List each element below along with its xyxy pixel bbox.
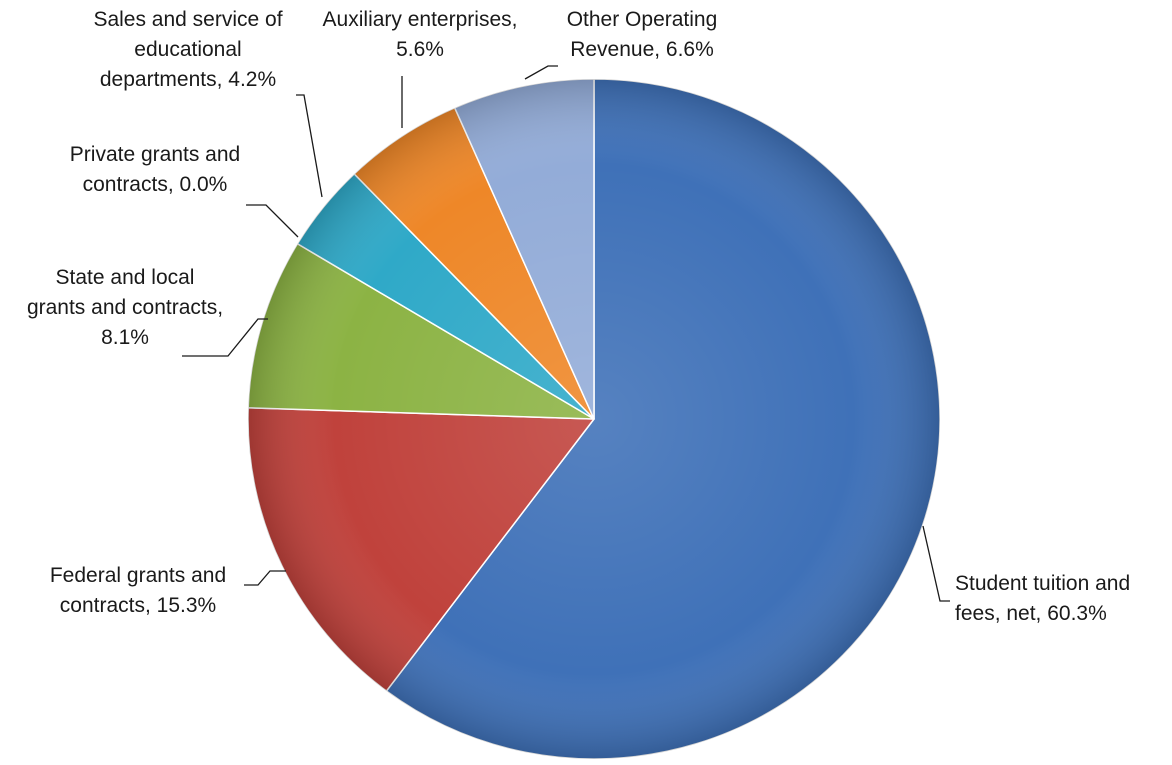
data-label-line: Auxiliary enterprises,	[323, 8, 518, 31]
data-label-line: contracts, 15.3%	[60, 594, 216, 617]
pie-slices	[247, 78, 941, 760]
slice-labels: Student tuition and fees, net, 60.3% Feder…	[27, 8, 1130, 625]
data-label-federal-grants-and-contracts: Federal grants and contracts, 15.3%	[50, 564, 226, 617]
leader-line-federal-grants-and-contracts	[244, 570, 286, 586]
data-label-line: educational	[134, 38, 241, 61]
leader-line-student-tuition-and-fees-net	[922, 525, 950, 602]
data-label-line: grants and contracts,	[27, 296, 223, 319]
data-label-student-tuition-and-fees-net: Student tuition and fees, net, 60.3%	[955, 572, 1130, 625]
leader-line-sales-and-service-of-educational-departments	[296, 94, 323, 198]
data-label-private-grants-and-contracts: Private grants and contracts, 0.0%	[70, 143, 240, 196]
data-label-line: departments, 4.2%	[100, 68, 276, 91]
data-label-line: fees, net, 60.3%	[955, 602, 1107, 625]
data-label-auxiliary-enterprises: Auxiliary enterprises, 5.6%	[323, 8, 518, 61]
data-label-line: 5.6%	[396, 38, 444, 61]
data-label-line: Student tuition and	[955, 572, 1130, 595]
leader-line-state-and-local-grants-and-contracts	[182, 318, 268, 357]
data-label-state-and-local-grants-and-contracts: State and local grants and contracts, 8.1%	[27, 266, 223, 349]
leader-line-other-operating-revenue	[524, 65, 558, 80]
data-label-other-operating-revenue: Other Operating Revenue, 6.6%	[567, 8, 718, 61]
data-label-line: 8.1%	[101, 326, 149, 349]
data-label-line: contracts, 0.0%	[83, 173, 228, 196]
data-label-line: State and local	[56, 266, 195, 289]
data-label-line: Private grants and	[70, 143, 240, 166]
data-label-line: Revenue, 6.6%	[570, 38, 714, 61]
leader-lines	[182, 65, 950, 602]
data-label-sales-and-service-of-educational-departments: Sales and service of educational departmen…	[93, 8, 282, 91]
data-label-line: Federal grants and	[50, 564, 226, 587]
data-label-line: Sales and service of	[93, 8, 282, 31]
leader-line-private-grants-and-contracts	[246, 204, 299, 238]
data-label-line: Other Operating	[567, 8, 718, 31]
